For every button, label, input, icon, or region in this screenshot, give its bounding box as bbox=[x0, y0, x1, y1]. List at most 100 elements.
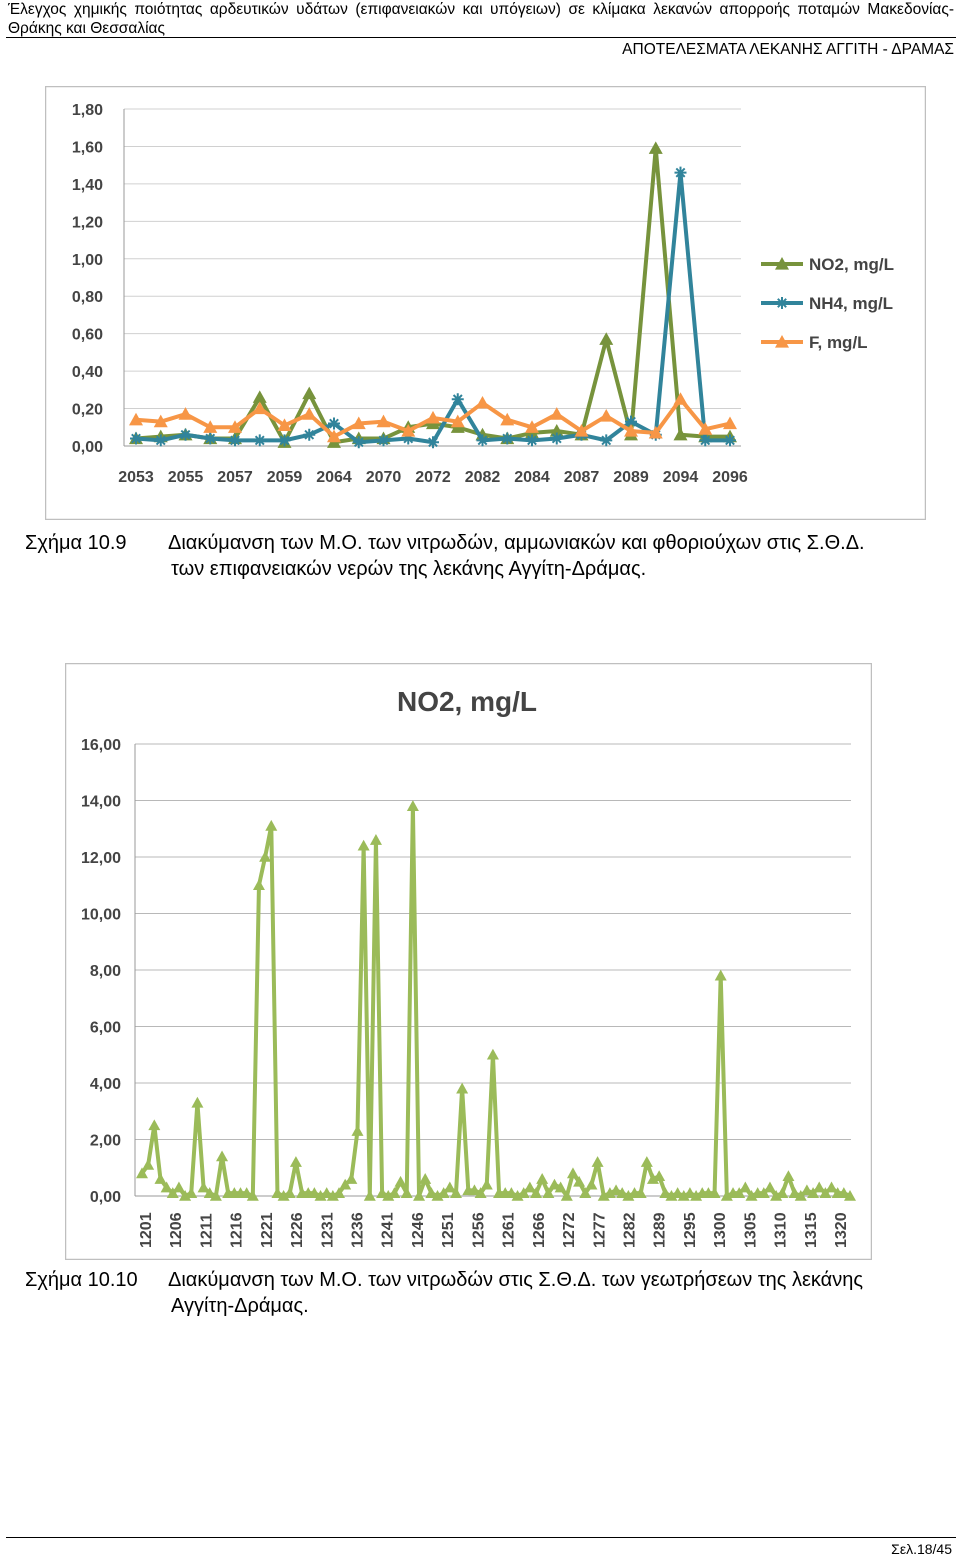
data-point bbox=[369, 834, 382, 845]
data-point bbox=[665, 1190, 678, 1201]
data-point bbox=[426, 410, 440, 424]
series-2 bbox=[129, 392, 737, 443]
data-point bbox=[708, 1187, 721, 1198]
legend: NO2, mg/L NH4, mg/L F, mg/L bbox=[761, 255, 894, 352]
x-tick-label: 1216 bbox=[229, 1212, 246, 1248]
data-point bbox=[542, 1187, 555, 1198]
data-point bbox=[550, 432, 563, 445]
data-point bbox=[714, 969, 727, 981]
data-point bbox=[486, 1048, 499, 1060]
data-point bbox=[794, 1190, 807, 1201]
data-point bbox=[530, 1187, 543, 1198]
data-point bbox=[333, 1187, 346, 1198]
data-point bbox=[425, 1187, 438, 1198]
data-point bbox=[554, 1181, 567, 1193]
data-point bbox=[698, 422, 713, 435]
data-point bbox=[599, 409, 614, 422]
x-tick-label: 1246 bbox=[410, 1212, 427, 1248]
legend-label: NH4, mg/L bbox=[809, 294, 893, 313]
data-point bbox=[745, 1190, 758, 1201]
data-point bbox=[782, 1170, 795, 1182]
data-point bbox=[653, 1170, 666, 1182]
data-point bbox=[228, 420, 242, 433]
x-tick-label: 2072 bbox=[415, 469, 451, 486]
data-point bbox=[573, 1175, 586, 1187]
y-tick-label: 1,20 bbox=[72, 214, 103, 231]
data-point bbox=[204, 432, 217, 445]
data-point bbox=[203, 420, 218, 433]
data-point bbox=[271, 1187, 284, 1198]
figure-number: Σχήμα 10.10 bbox=[25, 1269, 138, 1291]
x-tick-label: 1282 bbox=[621, 1212, 638, 1248]
data-point bbox=[363, 1190, 376, 1201]
data-point bbox=[413, 1190, 426, 1201]
data-point bbox=[566, 1167, 579, 1179]
data-point bbox=[813, 1181, 826, 1193]
x-tick-label: 1206 bbox=[168, 1212, 185, 1248]
data-point bbox=[723, 416, 737, 430]
data-point bbox=[720, 1190, 733, 1201]
data-point bbox=[278, 434, 291, 447]
x-tick-label: 1221 bbox=[259, 1212, 276, 1248]
y-tick-label: 1,60 bbox=[72, 139, 103, 156]
x-tick-label: 2082 bbox=[465, 469, 501, 486]
y-tick-label: 0,20 bbox=[72, 402, 103, 419]
data-point bbox=[382, 1190, 395, 1201]
data-point bbox=[648, 141, 663, 154]
data-point bbox=[400, 1187, 413, 1198]
x-tick-label: 2064 bbox=[316, 469, 352, 486]
data-point bbox=[427, 436, 439, 449]
data-point bbox=[406, 800, 419, 811]
x-tick-label: 1289 bbox=[652, 1212, 669, 1248]
data-point bbox=[807, 1187, 820, 1198]
figure-10-10-caption: Σχήμα 10.10 Διακύμανση των Μ.Ο. των νιτρω… bbox=[25, 1267, 955, 1319]
x-tick-label: 1261 bbox=[501, 1212, 518, 1248]
chart-no2-nh4-f-stations: 0,00 0,20 0,40 0,60 0,80 1,00 1,20 1,40 1,60 1,80… bbox=[45, 86, 926, 520]
data-point bbox=[560, 1190, 573, 1201]
legend-label: F, mg/L bbox=[809, 333, 868, 352]
data-point bbox=[253, 434, 266, 447]
x-tick-label: 1310 bbox=[773, 1212, 790, 1248]
data-point bbox=[388, 1187, 401, 1198]
legend-swatch-marker bbox=[776, 297, 788, 309]
figure-10-9-caption: Σχήμα 10.9 Διακύμανση των Μ.Ο. των νιτρωδ… bbox=[25, 530, 955, 582]
header-divider bbox=[6, 37, 956, 38]
data-point bbox=[154, 1173, 167, 1184]
data-point bbox=[739, 1181, 752, 1193]
y-tick-label: 1,00 bbox=[72, 252, 103, 269]
y-tick-label: 0,00 bbox=[72, 439, 103, 456]
data-point bbox=[690, 1190, 703, 1201]
footer-divider bbox=[6, 1537, 956, 1538]
data-point bbox=[179, 428, 192, 441]
x-tick-label: 2096 bbox=[712, 469, 748, 486]
data-point bbox=[394, 1175, 407, 1187]
data-point bbox=[585, 1178, 598, 1190]
data-point bbox=[610, 1184, 623, 1196]
data-point bbox=[320, 1187, 333, 1198]
data-point bbox=[357, 839, 370, 851]
data-point bbox=[308, 1187, 321, 1198]
data-point bbox=[178, 407, 193, 420]
data-point bbox=[437, 1187, 450, 1198]
data-point bbox=[179, 1190, 192, 1201]
legend-label: NO2, mg/L bbox=[809, 255, 894, 274]
x-tick-label: 1256 bbox=[470, 1212, 487, 1248]
data-point bbox=[674, 166, 687, 179]
legend-swatch-marker bbox=[775, 335, 789, 348]
data-point bbox=[351, 1125, 364, 1136]
x-tick-label: 1320 bbox=[833, 1212, 850, 1248]
series-1 bbox=[130, 166, 736, 449]
data-point bbox=[209, 1190, 222, 1201]
data-point bbox=[671, 1187, 684, 1198]
data-point bbox=[776, 1187, 789, 1198]
data-point bbox=[283, 1187, 296, 1198]
data-point bbox=[548, 1178, 561, 1190]
data-point bbox=[302, 407, 317, 420]
data-point bbox=[574, 424, 589, 437]
x-tick-label: 2055 bbox=[168, 469, 204, 486]
x-tick-label: 1315 bbox=[803, 1212, 820, 1248]
y-tick-label: 0,00 bbox=[90, 1189, 121, 1206]
data-point bbox=[252, 390, 267, 403]
data-point bbox=[252, 879, 265, 891]
data-point bbox=[468, 1184, 481, 1196]
